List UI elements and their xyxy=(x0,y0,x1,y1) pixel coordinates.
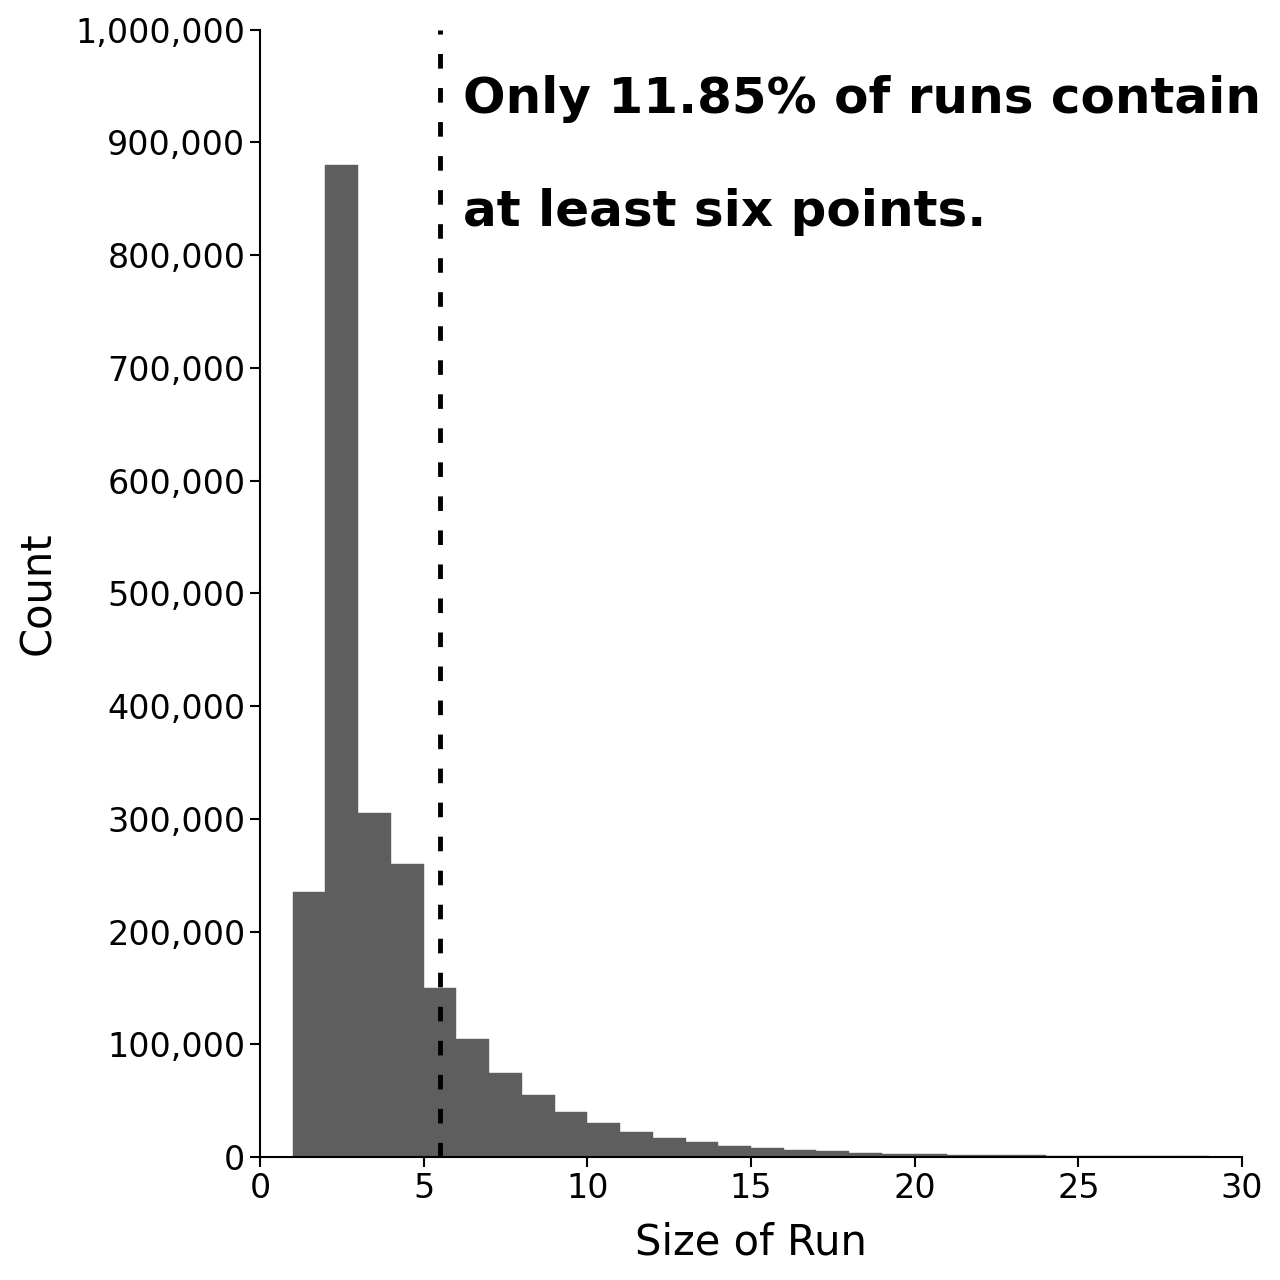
Bar xyxy=(783,1151,817,1157)
Bar xyxy=(522,1096,554,1157)
Bar xyxy=(947,1155,980,1157)
Bar xyxy=(588,1124,620,1157)
Bar xyxy=(915,1155,947,1157)
Y-axis label: Count: Count xyxy=(17,531,59,655)
Bar xyxy=(980,1155,1012,1157)
Bar xyxy=(849,1152,882,1157)
Bar xyxy=(457,1038,489,1157)
Bar xyxy=(817,1152,849,1157)
Bar xyxy=(718,1146,751,1157)
Bar xyxy=(1012,1156,1046,1157)
Bar xyxy=(554,1112,588,1157)
Text: Only 11.85% of runs contain: Only 11.85% of runs contain xyxy=(463,74,1261,123)
Bar xyxy=(1046,1156,1078,1157)
Bar xyxy=(653,1138,686,1157)
Bar xyxy=(489,1073,522,1157)
Bar xyxy=(686,1143,718,1157)
Bar xyxy=(358,813,390,1157)
Bar xyxy=(751,1148,783,1157)
Bar xyxy=(390,864,424,1157)
Bar xyxy=(293,892,325,1157)
Bar xyxy=(325,165,358,1157)
X-axis label: Size of Run: Size of Run xyxy=(635,1221,867,1263)
Text: at least six points.: at least six points. xyxy=(463,187,986,236)
Bar xyxy=(424,988,457,1157)
Bar xyxy=(620,1133,653,1157)
Bar xyxy=(882,1153,915,1157)
